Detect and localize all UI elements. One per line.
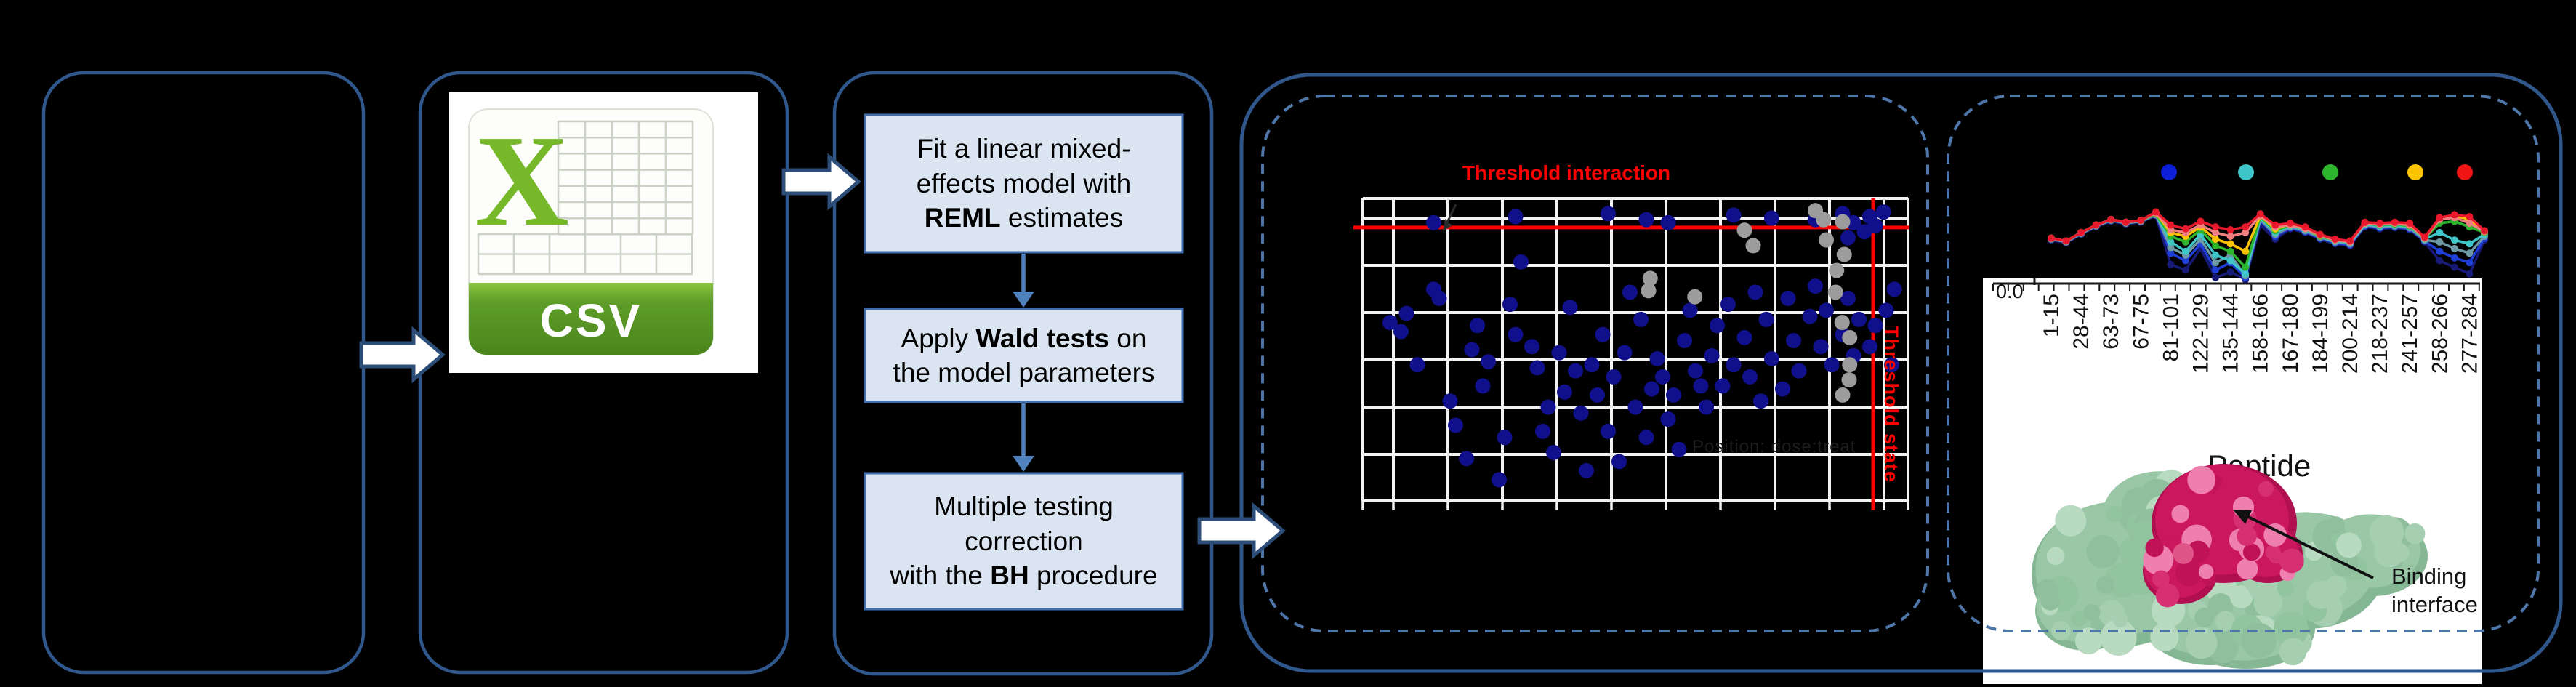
peptide-xtick-label: 81-101 (2159, 294, 2183, 361)
flow-step-rect (864, 308, 1184, 403)
arrow-csv-to-model-icon (781, 153, 861, 211)
flow-step-reml: Fit a linear mixed- effects model with R… (865, 115, 1183, 252)
csv-x-letter: X (475, 108, 569, 253)
peptide-xtick-label: 200-214 (2338, 294, 2362, 374)
scatter-faint-inner-label: Position: dose:treat (1692, 437, 1856, 457)
scatter-right-axis-label: Threshold state (1880, 326, 1902, 483)
legend-dot-icon (2457, 164, 2473, 180)
arrow-input-to-csv-icon (359, 326, 446, 384)
peptide-xtick-label: 218-237 (2368, 294, 2392, 374)
dashed-box-scatter (1261, 95, 1929, 632)
dashed-result-boxes (1261, 95, 2540, 632)
binding-interface-label-line1: Binding (2391, 563, 2466, 589)
peptide-xtick-label: 135-144 (2219, 294, 2243, 374)
csv-file-icon: X CSV (449, 92, 758, 373)
legend-dot-icon (2238, 164, 2254, 180)
box-model-steps (832, 71, 1214, 676)
legend-dot-icon (2161, 164, 2177, 180)
box-results-outer (1239, 73, 2563, 673)
peptide-xtick-label: 241-257 (2398, 294, 2422, 374)
flow-step-wald: Apply Wald tests on the model parameters (865, 309, 1183, 402)
line-chart-legend (2161, 164, 2473, 180)
peptide-line-chart (2048, 208, 2488, 284)
down-arrow-icon (1013, 456, 1034, 472)
scatter-title: Threshold interaction (1462, 161, 1671, 184)
peptide-xtick-label: 67-75 (2129, 294, 2153, 350)
flow-step-wald-line1: Apply Wald tests on (901, 323, 1147, 353)
peptide-xtick-label: 1-15 (2040, 294, 2064, 337)
flow-step-rect (864, 113, 1184, 254)
peptide-xtick-label: 184-199 (2309, 294, 2333, 374)
dashed-box-peptide (1947, 95, 2540, 632)
binding-interface-label-line2: interface (2391, 592, 2478, 617)
flow-step-bh-line3: with the BH procedure (890, 561, 1158, 591)
peptide-panel: 0.0 1-15 28-44 63-73 67-75 81-101 122-129 135-1… (1983, 278, 2482, 684)
legend-dot-icon (2322, 164, 2338, 180)
peptide-xtick-label: 167-180 (2279, 294, 2303, 374)
flow-step-rect (864, 472, 1184, 611)
csv-label: CSV (540, 294, 643, 347)
protein-structure-image (2032, 464, 2428, 669)
flow-step-bh-line2: correction (965, 526, 1083, 556)
block-arrows (359, 153, 1286, 560)
flow-step-reml-line3: REML estimates (924, 203, 1124, 233)
arrow-model-to-results-icon (1197, 502, 1286, 560)
peptide-xtick-label: 122-129 (2189, 294, 2213, 374)
peptide-xtick-label: 277-284 (2458, 294, 2482, 374)
flow-down-arrows (1013, 254, 1034, 472)
binding-interface-arrow (2242, 513, 2374, 579)
peptide-xtick-label: 63-73 (2099, 294, 2123, 350)
threshold-scatter-plot (1353, 197, 1909, 510)
legend-dot-icon (2407, 164, 2423, 180)
flow-step-wald-line2: the model parameters (893, 358, 1155, 387)
scatter-small-arrow (1445, 204, 1457, 225)
flow-step-reml-line1: Fit a linear mixed- (917, 134, 1131, 164)
flow-step-bh-line1: Multiple testing (934, 491, 1114, 522)
flow-step-reml-line2: effects model with (916, 168, 1132, 198)
peptide-xtick-label: 158-166 (2249, 294, 2273, 374)
down-arrow-icon (1013, 292, 1034, 308)
peptide-ytick-0.0: 0.0 (1996, 281, 2024, 302)
csv-grid-icon (477, 120, 694, 276)
flow-step-bh: Multiple testing correction with the BH … (865, 473, 1183, 609)
peptide-xtick-label: 28-44 (2069, 294, 2093, 350)
peptide-xtick-label: 258-266 (2428, 294, 2452, 374)
flow-step-rects (864, 113, 1184, 611)
box-empty-input (41, 71, 366, 675)
